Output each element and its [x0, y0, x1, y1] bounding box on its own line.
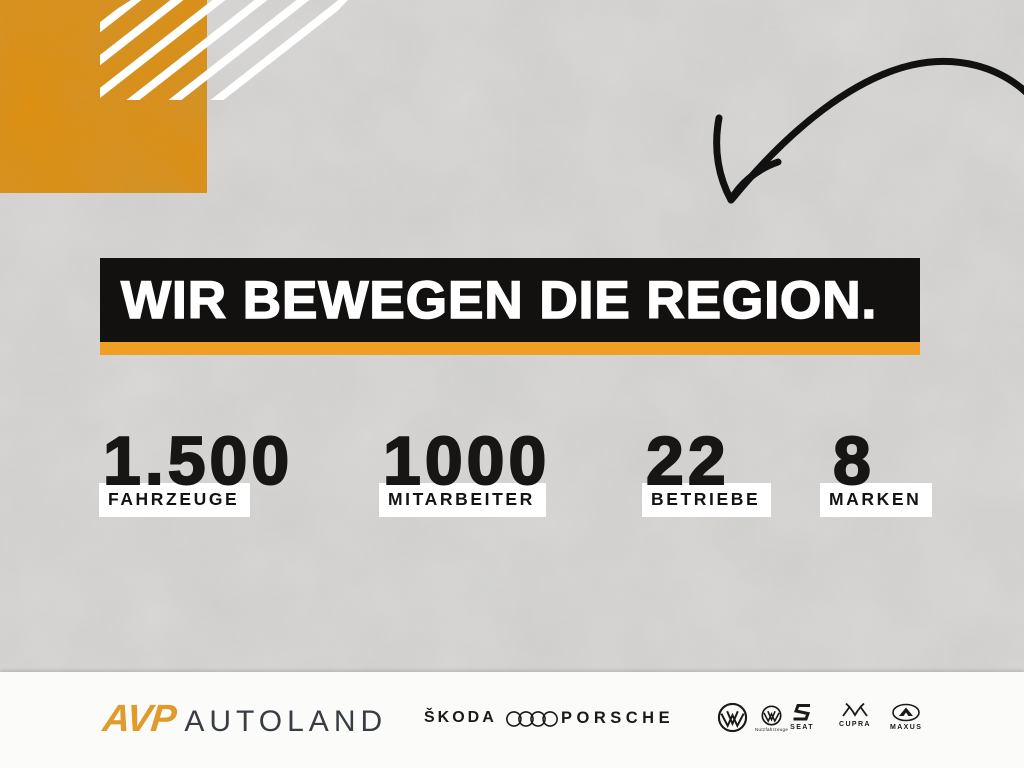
stat-mitarbeiter: 1000 MITARBEITER — [379, 423, 551, 517]
brand-cupra-label: CUPRA — [839, 721, 871, 728]
avp-logo-mark: AVP — [100, 698, 178, 740]
headline-text: WIR BEWEGEN DIE REGION. — [120, 270, 878, 330]
stat-value: 1000 — [382, 423, 551, 499]
headline-black-bar: WIR BEWEGEN DIE REGION. — [100, 258, 920, 342]
headline-orange-underline — [100, 342, 920, 355]
brand-audi-rings-icon — [506, 709, 558, 729]
brand-porsche-wordmark: PORSCHE — [561, 709, 675, 727]
brand-maxus-icon: MAXUS — [890, 703, 922, 731]
avp-autoland-logo: AVP AUTOLAND — [100, 698, 388, 740]
brand-vw-nutzfahrzeuge-icon: Nutzfahrzeuge — [755, 705, 788, 733]
brand-seat-icon: SEAT — [790, 703, 814, 731]
brand-skoda-wordmark: ŠKODA — [424, 709, 497, 726]
brand-cupra-icon: CUPRA — [839, 702, 871, 728]
brand-maxus-label: MAXUS — [890, 724, 923, 731]
brand-seat-label: SEAT — [790, 724, 814, 731]
brand-vw-nutzfahrzeuge-label: Nutzfahrzeuge — [755, 727, 789, 732]
curved-arrow-icon — [713, 57, 1024, 204]
stat-value: 1.500 — [102, 423, 294, 499]
headline-banner: WIR BEWEGEN DIE REGION. — [100, 258, 920, 355]
brand-volkswagen-icon — [717, 702, 748, 733]
avp-logo-word: AUTOLAND — [184, 705, 388, 738]
stat-fahrzeuge: 1.500 FAHRZEUGE — [99, 423, 294, 517]
footer-bar — [0, 672, 1024, 768]
stat-marken: 8 MARKEN — [820, 423, 933, 517]
stat-betriebe: 22 BETRIEBE — [642, 423, 772, 517]
stat-value: 22 — [645, 423, 730, 499]
stat-value: 8 — [832, 423, 875, 499]
